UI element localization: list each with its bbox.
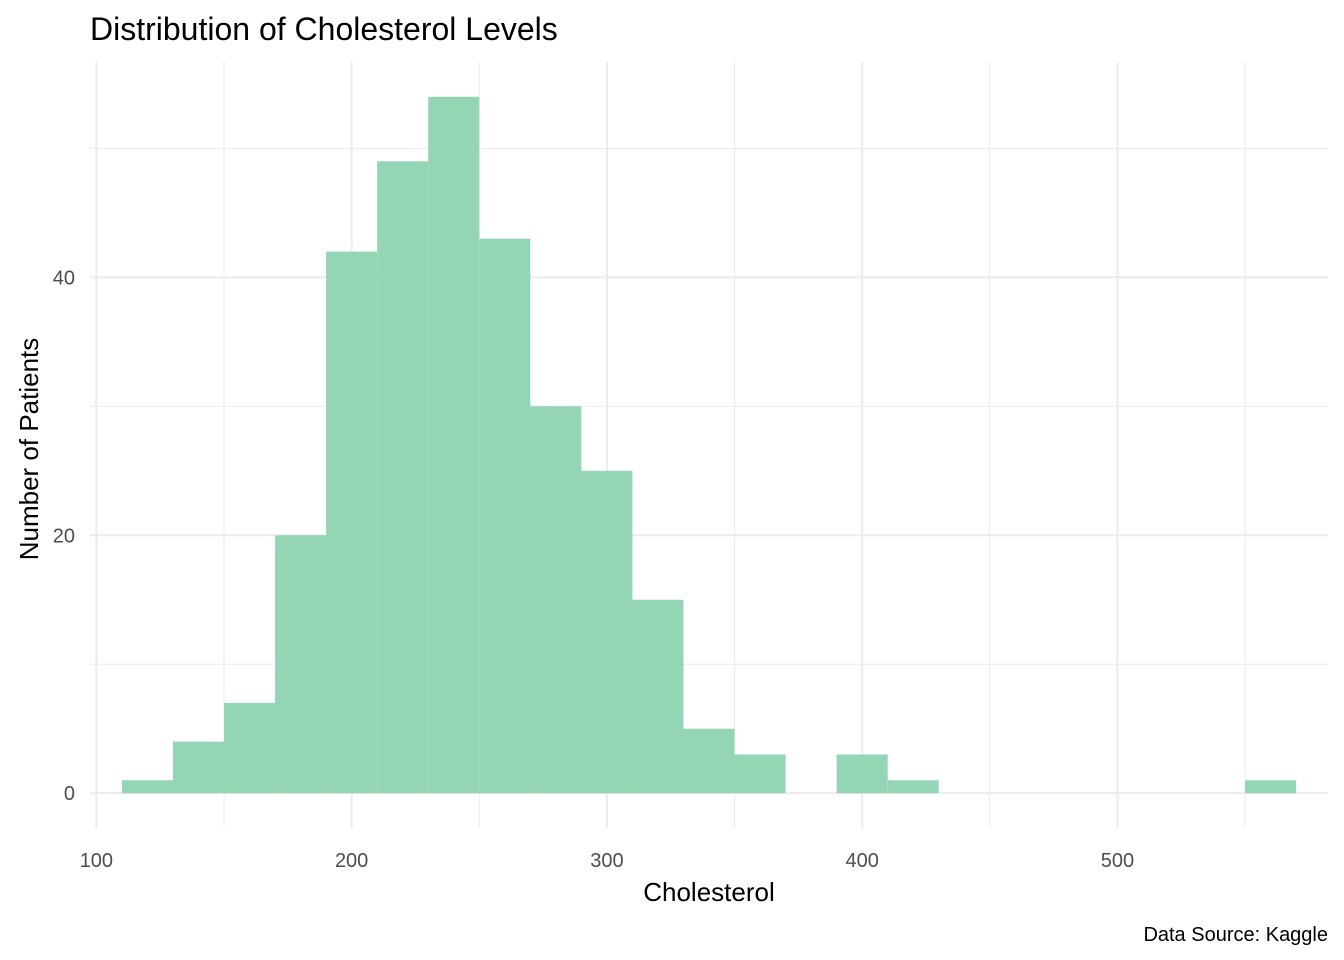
x-axis-title: Cholesterol	[643, 877, 775, 907]
histogram-bar	[428, 96, 480, 794]
data-source-caption: Data Source: Kaggle	[1143, 924, 1328, 946]
histogram-bar	[683, 728, 735, 794]
histogram-bar	[734, 754, 786, 794]
x-tick-label: 400	[845, 850, 878, 872]
histogram-bar	[887, 780, 939, 794]
y-tick-label: 20	[53, 525, 75, 547]
y-tick-label: 0	[64, 783, 75, 805]
histogram-bar	[632, 599, 684, 794]
x-tick-label: 500	[1101, 850, 1134, 872]
x-tick-label: 300	[590, 850, 623, 872]
y-axis-tick-labels: 0 20 40	[53, 267, 75, 805]
histogram-bar	[275, 535, 327, 794]
histogram-bar	[1245, 780, 1297, 794]
histogram-bar	[326, 251, 378, 794]
histogram-bar	[530, 406, 582, 794]
y-tick-label: 40	[53, 267, 75, 289]
histogram-bar	[581, 470, 633, 794]
histogram-bar	[377, 161, 429, 794]
histogram-bar	[172, 741, 225, 794]
histogram-bar	[121, 780, 173, 794]
histogram-bar	[479, 238, 531, 794]
histogram-bars	[121, 96, 1297, 794]
y-axis-title: Number of Patients	[14, 338, 44, 561]
histogram-bar	[836, 754, 888, 794]
x-tick-label: 100	[80, 850, 113, 872]
x-axis-tick-labels: 100 200 300 400 500	[80, 850, 1134, 872]
histogram-bar	[224, 702, 276, 794]
chart-title: Distribution of Cholesterol Levels	[90, 11, 558, 47]
x-tick-label: 200	[335, 850, 368, 872]
